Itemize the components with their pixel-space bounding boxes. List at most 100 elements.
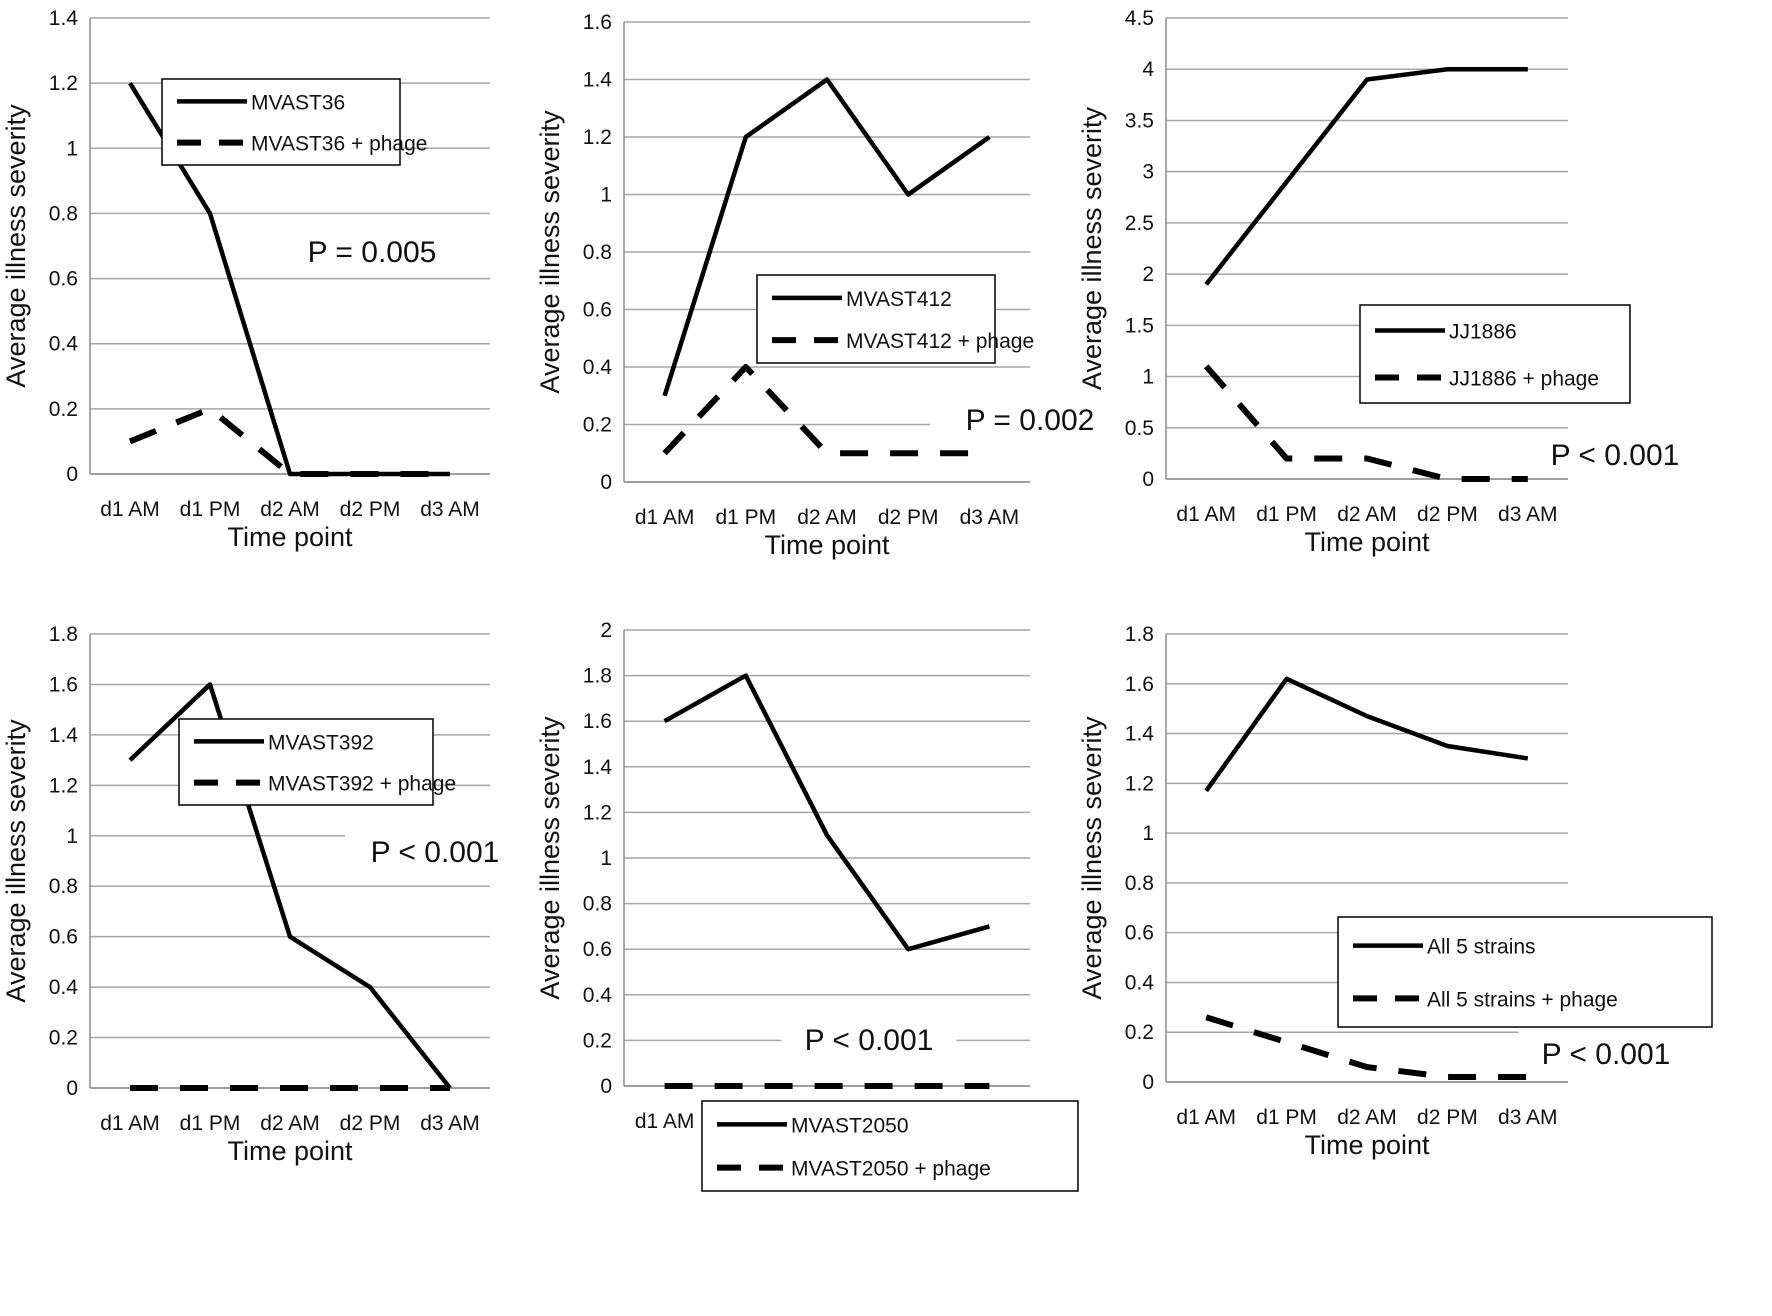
y-tick-label: 1 (600, 184, 612, 207)
y-tick-label: 1.6 (583, 11, 612, 34)
chart-panel-3: 0 0.5 1 1.5 2 2.5 3 3.5 4 4.5 d1 AM d1 PM d2 AM d2 PM… (1077, 7, 1710, 557)
y-tick-label: 0.8 (1125, 872, 1154, 895)
legend: MVAST412 MVAST412 + phage (756, 274, 1034, 364)
legend-box (1359, 304, 1631, 404)
data-point (1526, 1075, 1530, 1079)
y-tick-label: 1 (66, 825, 78, 848)
y-tick-label: 0.6 (49, 926, 78, 949)
legend-label: MVAST2050 (791, 1114, 909, 1137)
y-tick-label: 0.8 (583, 241, 612, 264)
x-tick-label: d2 PM (340, 1112, 401, 1135)
legend-label: MVAST412 + phage (846, 330, 1034, 353)
x-tick-label: d2 AM (797, 506, 857, 529)
y-tick-label: 1.5 (1125, 314, 1154, 337)
x-tick-label: d2 PM (1417, 1106, 1478, 1129)
y-tick-label: 0.4 (49, 976, 79, 999)
x-axis-title: Time point (764, 530, 890, 560)
y-tick-label: 0.8 (49, 875, 78, 898)
y-tick-label: 0.6 (1125, 922, 1154, 945)
x-tick-label: d1 AM (635, 1110, 695, 1133)
y-tick-label: 0.4 (49, 333, 79, 356)
y-tick-label: 0.2 (1125, 1021, 1154, 1044)
legend-label: All 5 strains + phage (1427, 988, 1618, 1011)
legend: MVAST2050 MVAST2050 + phage (701, 1100, 1079, 1192)
p-value-annotation: P = 0.002 (966, 404, 1095, 437)
legend-box (1337, 916, 1713, 1028)
y-tick-label: 1 (1142, 366, 1154, 389)
x-tick-label: d1 PM (1256, 503, 1317, 526)
p-value-annotation: P = 0.005 (308, 236, 437, 269)
series-line-phage (1203, 364, 1528, 482)
legend-box (701, 1100, 1079, 1192)
x-tick-label: d2 PM (1417, 503, 1478, 526)
series-line-control (663, 673, 991, 952)
series-line-control (1204, 676, 1529, 793)
x-axis-title: Time point (1304, 527, 1430, 557)
y-tick-label: 1.6 (49, 673, 78, 696)
y-tick-label: 4.5 (1125, 7, 1154, 30)
y-tick-label: 0 (66, 463, 78, 486)
y-tick-label: 1.4 (1125, 723, 1155, 746)
x-tick-label: d3 AM (420, 1112, 480, 1135)
x-axis-title: Time point (227, 1136, 353, 1166)
annotation-background (1520, 431, 1710, 475)
legend-box (161, 78, 401, 166)
y-tick-label: 1.6 (1125, 673, 1154, 696)
x-tick-label: d1 AM (100, 498, 160, 521)
y-tick-label: 1.8 (583, 665, 612, 688)
x-tick-label: d1 AM (1176, 503, 1236, 526)
annotation-background (781, 1016, 957, 1060)
y-tick-label: 1.2 (49, 774, 78, 797)
y-tick-label: 1.8 (1125, 623, 1154, 646)
y-tick-label: 0.2 (583, 414, 612, 437)
x-tick-label: d1 AM (100, 1112, 160, 1135)
y-axis-title: Average illness severity (1077, 106, 1107, 390)
y-tick-label: 1.8 (49, 623, 78, 646)
chart-panel-4: 0 0.2 0.4 0.6 0.8 1 1.2 1.4 1.6 1.8 d1 AM d1 PM d2 A… (1, 623, 525, 1166)
x-tick-label: d1 PM (180, 498, 241, 521)
y-tick-label: 0 (600, 471, 612, 494)
y-axis-title: Average illness severity (1, 719, 31, 1003)
series-line-phage (1205, 1014, 1528, 1081)
data-point (987, 451, 991, 455)
y-tick-label: 0.4 (1125, 971, 1155, 994)
y-tick-label: 0.6 (583, 299, 612, 322)
x-tick-label: d1 PM (1256, 1106, 1317, 1129)
y-tick-label: 1.4 (583, 69, 613, 92)
legend-label: MVAST2050 + phage (791, 1158, 991, 1181)
series-line-control (662, 77, 991, 397)
y-tick-label: 0 (1142, 468, 1154, 491)
x-tick-label: d1 PM (180, 1112, 241, 1135)
series-line-control (128, 81, 450, 477)
legend-label: MVAST412 (846, 288, 952, 311)
legend: JJ1886 JJ1886 + phage (1359, 304, 1631, 404)
legend-label: All 5 strains (1427, 936, 1536, 959)
y-tick-label: 3 (1142, 161, 1154, 184)
x-tick-label: d2 AM (1337, 1106, 1397, 1129)
x-tick-label: d1 AM (635, 506, 695, 529)
y-tick-label: 0.6 (49, 268, 78, 291)
y-tick-label: 3.5 (1125, 109, 1154, 132)
y-tick-label: 1.6 (583, 710, 612, 733)
x-tick-label: d2 AM (1337, 503, 1397, 526)
chart-panel-6: 0 0.2 0.4 0.6 0.8 1 1.2 1.4 1.6 1.8 d1 AM d1 PM d2 A… (1077, 623, 1713, 1160)
x-tick-label: d1 PM (715, 506, 776, 529)
chart-panel-2: 0 0.2 0.4 0.6 0.8 1 1.2 1.4 1.6 d1 AM d1 PM d2 AM d2… (535, 11, 1130, 560)
y-tick-label: 2 (1142, 263, 1154, 286)
annotation-background (345, 826, 525, 874)
y-tick-label: 0 (66, 1077, 78, 1100)
y-axis-title: Average illness severity (1, 104, 31, 388)
y-tick-label: 1.2 (583, 126, 612, 149)
legend-label: MVAST36 (251, 91, 345, 114)
y-tick-label: 1.2 (49, 72, 78, 95)
x-axis-title: Time point (227, 522, 353, 552)
legend-box (178, 718, 434, 806)
series-line-control (128, 682, 452, 1090)
x-axis-title: Time point (1304, 1130, 1430, 1160)
annotation-background (1518, 1030, 1694, 1074)
y-tick-label: 1 (600, 847, 612, 870)
y-axis-title: Average illness severity (535, 110, 565, 394)
legend-label: MVAST392 (268, 731, 374, 754)
x-tick-label: d3 AM (1498, 503, 1558, 526)
